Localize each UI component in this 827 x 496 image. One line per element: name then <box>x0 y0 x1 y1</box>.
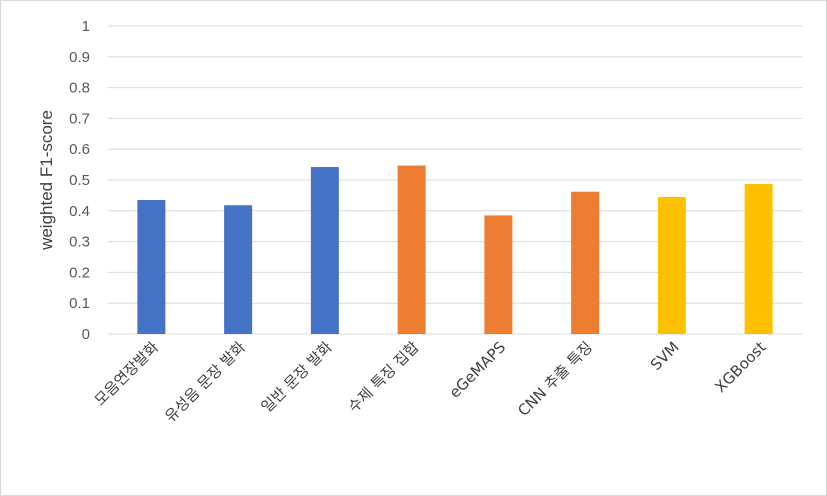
y-tick-label: 1 <box>82 18 90 35</box>
x-tick-label: 모음연장발화 <box>91 338 162 409</box>
bar <box>571 191 600 334</box>
y-tick-label: 0.4 <box>69 203 90 220</box>
bar <box>310 167 339 334</box>
bar <box>744 184 773 334</box>
x-tick-label: eGeMAPS <box>446 338 510 402</box>
y-tick-label: 0.7 <box>69 110 90 127</box>
x-tick-label: 수제 특징 집합 <box>344 338 422 416</box>
y-tick-label: 0.5 <box>69 172 90 189</box>
y-tick-label: 0.6 <box>69 141 90 158</box>
y-axis-label: weighted F1-score <box>37 110 56 251</box>
x-tick-label: 유성음 문장 발화 <box>161 338 249 426</box>
x-tick-label: 일반 문장 발화 <box>258 338 336 416</box>
y-tick-label: 0.9 <box>69 49 90 66</box>
bar <box>224 205 253 334</box>
x-tick-label: CNN 추출 특징 <box>514 338 596 420</box>
y-tick-label: 0.2 <box>69 264 90 281</box>
bar <box>137 200 166 334</box>
bar <box>484 215 513 334</box>
x-tick-label: SVM <box>647 338 683 374</box>
y-tick-label: 0 <box>82 326 90 343</box>
x-tick-label: XGBoost <box>711 338 769 396</box>
y-tick-label: 0.8 <box>69 80 90 97</box>
bar <box>397 165 426 334</box>
y-tick-label: 0.1 <box>69 295 90 312</box>
bar <box>657 196 686 334</box>
y-tick-label: 0.3 <box>69 234 90 251</box>
